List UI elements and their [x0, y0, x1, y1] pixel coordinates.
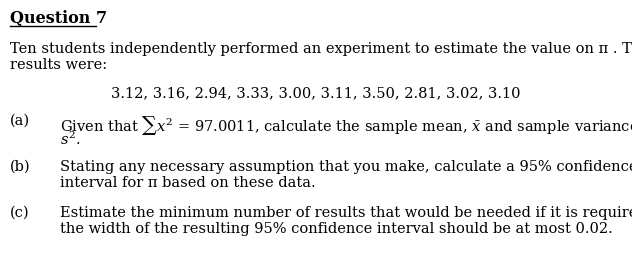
Text: interval for π based on these data.: interval for π based on these data. — [60, 176, 315, 190]
Text: (c): (c) — [10, 206, 30, 220]
Text: (b): (b) — [10, 160, 30, 174]
Text: Estimate the minimum number of results that would be needed if it is required th: Estimate the minimum number of results t… — [60, 206, 632, 220]
Text: results were:: results were: — [10, 58, 107, 72]
Text: the width of the resulting 95% confidence interval should be at most 0.02.: the width of the resulting 95% confidenc… — [60, 222, 613, 236]
Text: Given that $\sum x^2$ = 97.0011, calculate the sample mean, $\bar{x}$ and sample: Given that $\sum x^2$ = 97.0011, calcula… — [60, 114, 632, 137]
Text: (a): (a) — [10, 114, 30, 128]
Text: Ten students independently performed an experiment to estimate the value on π . : Ten students independently performed an … — [10, 42, 632, 56]
Text: 3.12, 3.16, 2.94, 3.33, 3.00, 3.11, 3.50, 2.81, 3.02, 3.10: 3.12, 3.16, 2.94, 3.33, 3.00, 3.11, 3.50… — [111, 86, 521, 100]
Text: Question 7: Question 7 — [10, 10, 107, 27]
Text: Stating any necessary assumption that you make, calculate a 95% confidence: Stating any necessary assumption that yo… — [60, 160, 632, 174]
Text: $s^2$.: $s^2$. — [60, 131, 80, 148]
